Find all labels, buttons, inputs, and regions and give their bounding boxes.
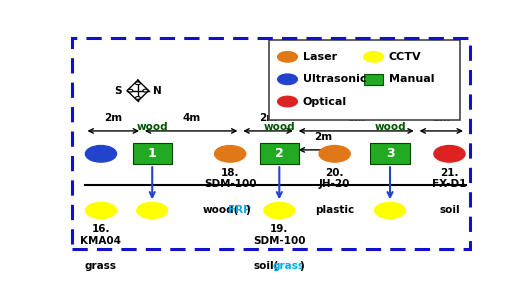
FancyBboxPatch shape	[269, 40, 460, 120]
Text: 2m: 2m	[314, 132, 332, 142]
Text: soil: soil	[439, 205, 460, 215]
Text: wood: wood	[374, 122, 406, 132]
Text: Laser: Laser	[303, 52, 337, 62]
Text: wood: wood	[263, 122, 295, 132]
Text: ): )	[299, 261, 304, 271]
Circle shape	[135, 82, 140, 85]
Text: grass: grass	[85, 261, 117, 271]
Text: soil(: soil(	[253, 261, 279, 271]
Text: Optical: Optical	[303, 97, 347, 106]
Circle shape	[375, 202, 406, 219]
Text: 18.
SDM-100: 18. SDM-100	[204, 168, 257, 189]
Text: 4m: 4m	[182, 113, 200, 123]
Text: 2m: 2m	[259, 113, 277, 123]
Text: 16.
KMA04: 16. KMA04	[80, 224, 122, 246]
Circle shape	[215, 145, 245, 162]
Text: wood(: wood(	[203, 205, 240, 215]
Text: ): )	[245, 205, 250, 215]
Text: 3: 3	[386, 147, 394, 160]
Text: Manual: Manual	[389, 74, 434, 84]
FancyBboxPatch shape	[133, 143, 172, 164]
Circle shape	[364, 52, 384, 62]
Text: 2m: 2m	[104, 113, 122, 123]
Circle shape	[135, 97, 140, 99]
Text: 20.
JH-20: 20. JH-20	[319, 168, 350, 189]
Text: CCTV: CCTV	[389, 52, 422, 62]
Text: FRP: FRP	[227, 205, 250, 215]
Circle shape	[127, 89, 133, 92]
Text: grass: grass	[272, 261, 304, 271]
Circle shape	[278, 52, 297, 62]
Circle shape	[85, 202, 116, 219]
Text: 6m: 6m	[347, 113, 365, 123]
Text: N: N	[153, 86, 162, 96]
Circle shape	[136, 202, 168, 219]
Circle shape	[264, 202, 295, 219]
FancyBboxPatch shape	[260, 143, 299, 164]
Circle shape	[434, 145, 465, 162]
Circle shape	[143, 89, 148, 92]
Circle shape	[278, 74, 297, 85]
Circle shape	[85, 145, 116, 162]
Text: S: S	[114, 86, 122, 96]
Text: 19.
SDM-100: 19. SDM-100	[253, 224, 306, 246]
Text: 2m: 2m	[432, 113, 450, 123]
Text: plastic: plastic	[315, 205, 354, 215]
Text: Ultrasonic: Ultrasonic	[303, 74, 366, 84]
Circle shape	[319, 145, 350, 162]
Text: 1: 1	[148, 147, 157, 160]
FancyBboxPatch shape	[364, 74, 384, 85]
Text: 21.
FX-D1: 21. FX-D1	[432, 168, 467, 189]
FancyBboxPatch shape	[370, 143, 409, 164]
Circle shape	[278, 96, 297, 107]
Text: 2: 2	[275, 147, 284, 160]
Text: wood: wood	[136, 122, 168, 132]
